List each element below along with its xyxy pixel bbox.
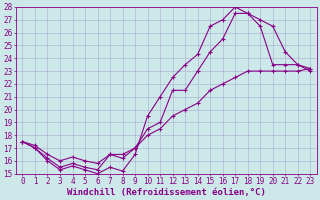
X-axis label: Windchill (Refroidissement éolien,°C): Windchill (Refroidissement éolien,°C) xyxy=(67,188,266,197)
